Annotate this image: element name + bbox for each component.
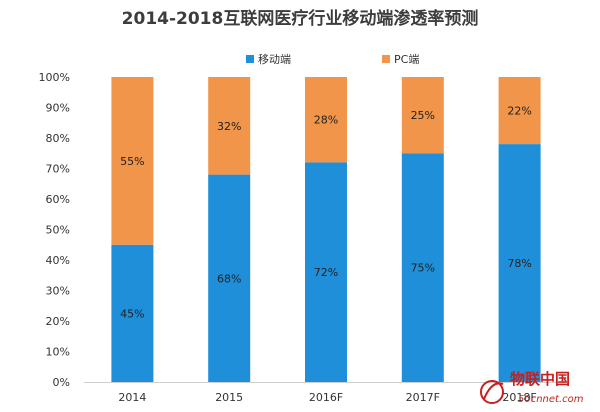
data-label: 78% [507,257,531,270]
legend-label-mobile: 移动端 [258,53,291,66]
x-tick-label: 2016F [309,391,343,404]
watermark-url: 50cnnet.com [518,394,584,405]
bar-segment-pc [401,77,444,154]
legend-label-pc: PC端 [394,53,419,66]
chart-title: 2014-2018互联网医疗行业移动端渗透率预测 [122,8,479,29]
bar-segment-mobile [111,244,154,382]
y-tick-label: 10% [46,346,70,359]
bars: 45% 55% 68% 32% 72% 28% 75% 25% 78% 22% [111,77,541,382]
bar-segment-pc [208,77,251,175]
data-label: 25% [411,109,435,122]
data-label: 22% [507,105,531,118]
data-label: 28% [314,114,338,127]
data-label: 75% [411,262,435,275]
y-tick-label: 20% [46,315,70,328]
data-label: 32% [217,120,241,133]
x-tick-label: 2018F [502,391,536,404]
y-axis: 0% 10% 20% 30% 40% 50% 60% 70% 80% 90% 100% [39,71,70,389]
bar-segment-pc [498,77,541,145]
x-axis: 2014 2015 2016F 2017F 2018F [118,391,536,404]
watermark: 物联中国 50cnnet.com [480,370,584,405]
watermark-logo-icon [480,380,504,404]
x-tick-label: 2017F [406,391,440,404]
data-label: 45% [120,307,144,320]
y-tick-label: 0% [53,376,70,389]
x-tick-label: 2015 [215,391,243,404]
data-label: 72% [314,266,338,279]
legend-swatch-mobile [246,55,254,63]
x-tick-label: 2014 [118,391,146,404]
y-tick-label: 50% [46,224,70,237]
y-tick-label: 30% [46,285,70,298]
bar-segment-mobile [305,162,347,382]
watermark-name: 物联中国 [510,370,570,388]
y-tick-label: 40% [46,254,70,267]
data-label: 68% [217,272,241,285]
y-tick-label: 60% [46,193,70,206]
bar-segment-pc [305,77,347,163]
bar-segment-pc [111,77,154,245]
bar-segment-mobile [208,174,251,382]
bar-segment-mobile [498,144,541,382]
y-tick-label: 90% [46,102,70,115]
y-tick-label: 70% [46,163,70,176]
data-label: 55% [120,155,144,168]
y-tick-label: 100% [39,71,70,84]
legend-swatch-pc [382,55,390,63]
legend: 移动端 PC端 [246,53,419,66]
y-tick-label: 80% [46,132,70,145]
bar-segment-mobile [401,153,444,382]
